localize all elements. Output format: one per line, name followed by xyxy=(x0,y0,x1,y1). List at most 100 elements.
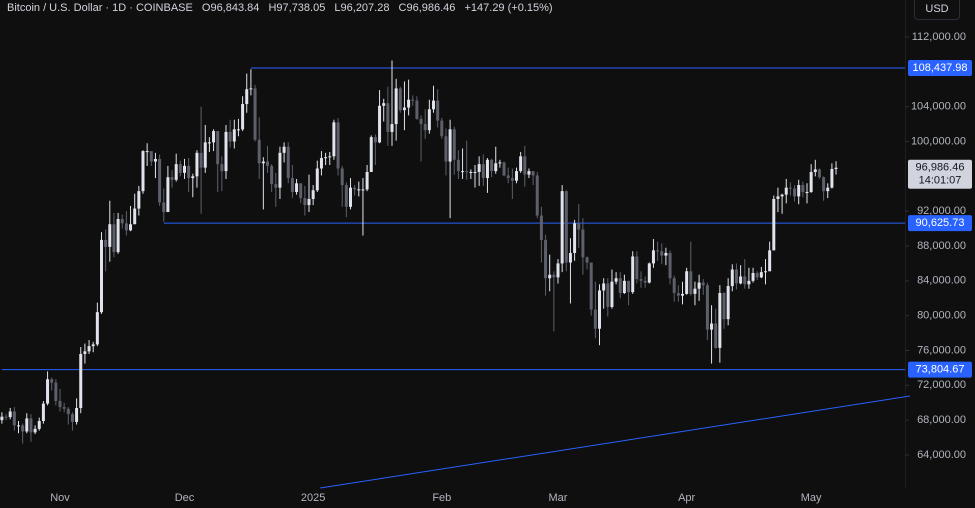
candle-body xyxy=(241,104,245,130)
candle-body xyxy=(622,280,626,294)
candle-body xyxy=(332,122,336,157)
ohlc-close: C96,986.46 xyxy=(398,2,456,14)
candle-body xyxy=(577,223,581,230)
candle-body xyxy=(191,176,195,179)
candle-body xyxy=(245,89,249,105)
header: Bitcoin / U.S. Dollar · 1D · COINBASE O9… xyxy=(7,2,559,14)
candle-body xyxy=(369,137,373,172)
candle-body xyxy=(282,146,286,153)
x-tick-label: 2025 xyxy=(301,492,325,504)
candle-body xyxy=(203,142,207,168)
candle-body xyxy=(539,215,543,240)
x-tick-label: Apr xyxy=(678,492,695,504)
candle-body xyxy=(502,162,506,176)
x-tick-label: Dec xyxy=(175,492,195,504)
candle-body xyxy=(278,152,282,188)
x-tick-label: Mar xyxy=(549,492,568,504)
candle-body xyxy=(29,418,33,433)
candle-body xyxy=(606,283,610,307)
y-tick-label: 80,000.00 xyxy=(917,310,966,322)
candle-body xyxy=(535,175,539,216)
candle-body xyxy=(448,129,452,162)
candle-body xyxy=(361,189,365,191)
candle-body xyxy=(643,280,647,283)
candle-body xyxy=(560,191,564,264)
candle-body xyxy=(249,88,253,90)
candle-body xyxy=(286,146,290,179)
candle-body xyxy=(556,263,560,278)
candle-body xyxy=(477,164,481,172)
last-price-bg xyxy=(908,159,972,189)
candle-body xyxy=(589,262,593,310)
candle-body xyxy=(166,177,170,213)
candle-body xyxy=(178,164,182,173)
candle-body xyxy=(826,187,830,192)
candle-body xyxy=(693,288,697,294)
candle-body xyxy=(137,191,141,209)
candle-body xyxy=(411,99,415,101)
candle-body xyxy=(174,164,178,180)
y-tick-label: 68,000.00 xyxy=(917,414,966,426)
candle-body xyxy=(776,196,780,199)
candle-body xyxy=(780,194,784,197)
candle-body xyxy=(581,229,585,258)
candle-body xyxy=(402,107,406,111)
ohlc-low: L96,207.28 xyxy=(334,2,390,14)
candle-body xyxy=(199,152,203,168)
y-tick-label: 72,000.00 xyxy=(917,379,966,391)
candle-body xyxy=(236,129,240,131)
candle-body xyxy=(212,131,216,143)
candle-body xyxy=(432,100,435,110)
candle-body xyxy=(494,163,498,172)
candle-body xyxy=(751,272,755,281)
level-label-bg xyxy=(908,60,972,77)
candle-body xyxy=(170,177,174,180)
candle-body xyxy=(257,139,261,164)
candle-body xyxy=(473,171,477,173)
candle-body xyxy=(0,416,4,421)
candle-body xyxy=(755,272,759,278)
candle-body xyxy=(598,290,601,329)
candle-body xyxy=(390,124,394,132)
candle-body xyxy=(568,252,572,263)
candle-body xyxy=(510,178,514,181)
candle-body xyxy=(668,252,672,279)
candle-body xyxy=(378,105,382,143)
candle-body xyxy=(299,183,303,199)
candle-body xyxy=(386,103,390,132)
candle-body xyxy=(307,198,311,206)
candle-body xyxy=(772,198,776,251)
candle-body xyxy=(834,167,838,169)
candle-body xyxy=(220,164,224,172)
candle-body xyxy=(519,156,523,172)
candle-body xyxy=(124,223,128,231)
candle-body xyxy=(324,157,328,159)
candle-body xyxy=(100,239,103,313)
candle-body xyxy=(187,165,191,179)
candle-body xyxy=(141,151,145,192)
candle-body xyxy=(743,276,747,285)
currency-button[interactable]: USD xyxy=(914,0,960,20)
candle-body xyxy=(87,346,91,352)
candle-body xyxy=(734,269,738,284)
candle-body xyxy=(232,129,236,142)
candle-body xyxy=(423,124,427,131)
candle-body xyxy=(722,293,726,320)
candle-body xyxy=(108,224,112,247)
y-tick-label: 64,000.00 xyxy=(917,449,966,461)
candle-body xyxy=(70,414,74,422)
ohlc-high: H97,738.05 xyxy=(268,2,326,14)
candle-body xyxy=(506,175,510,179)
candle-body xyxy=(336,122,340,169)
candle-body xyxy=(461,171,465,173)
candle-body xyxy=(12,411,16,426)
candle-body xyxy=(207,142,211,144)
candle-body xyxy=(552,274,556,278)
ohlc-open: O96,843.84 xyxy=(201,2,260,14)
candle-body xyxy=(365,171,369,190)
candle-body xyxy=(266,161,269,166)
candle-body xyxy=(593,309,597,329)
last-price-label: 96,986.46 xyxy=(916,162,965,174)
